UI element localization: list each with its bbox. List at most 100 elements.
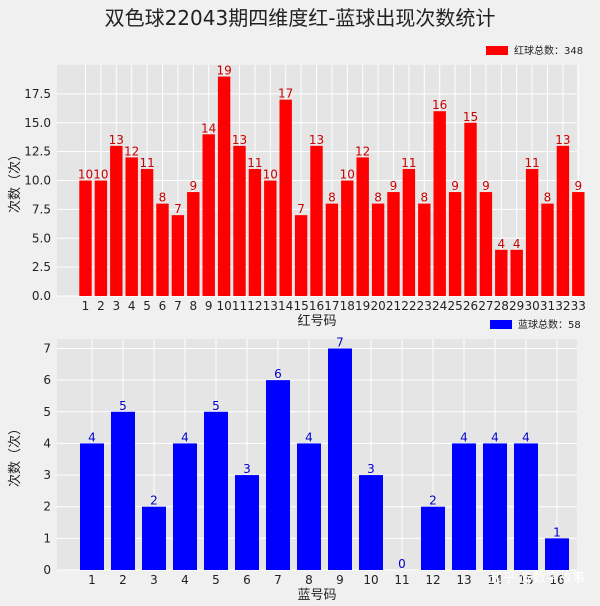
red-value-label-13: 10	[263, 168, 278, 182]
blue-bar-6	[235, 475, 259, 570]
red-x-tick-6: 6	[159, 299, 167, 313]
blue-x-tick-15: 15	[518, 573, 533, 587]
blue-bar-13	[452, 443, 476, 570]
blue-bar-5	[204, 411, 228, 570]
blue-y-tick: 7	[43, 341, 51, 355]
red-bar-14	[279, 99, 292, 297]
red-value-label-15: 7	[297, 202, 305, 216]
red-bar-26	[464, 122, 477, 296]
red-value-label-20: 8	[374, 191, 382, 205]
blue-value-label-13: 4	[460, 430, 468, 444]
red-value-label-25: 9	[451, 179, 459, 193]
red-x-tick-19: 19	[355, 299, 370, 313]
red-value-label-26: 15	[463, 110, 478, 124]
red-bar-33	[572, 192, 585, 296]
blue-x-tick-1: 1	[88, 573, 96, 587]
red-value-label-4: 12	[124, 144, 139, 158]
red-value-label-33: 9	[574, 179, 582, 193]
blue-bar-15	[514, 443, 538, 570]
blue-x-tick-11: 11	[394, 573, 409, 587]
red-x-tick-18: 18	[340, 299, 355, 313]
blue-bar-12	[421, 506, 445, 570]
red-y-axis-label: 次数（次）	[7, 148, 23, 213]
red-x-tick-11: 11	[232, 299, 247, 313]
red-y-tick: 0.0	[32, 289, 51, 303]
blue-bar-3	[142, 506, 166, 570]
watermark: 知乎 @数字故事	[490, 570, 585, 586]
red-x-tick-23: 23	[417, 299, 432, 313]
red-x-tick-33: 33	[571, 299, 586, 313]
red-value-label-1: 10	[78, 168, 93, 182]
blue-bar-16	[545, 538, 569, 570]
blue-value-label-14: 4	[491, 430, 499, 444]
red-value-label-23: 8	[420, 191, 428, 205]
red-x-tick-2: 2	[97, 299, 105, 313]
red-bar-2	[94, 180, 108, 296]
blue-x-tick-12: 12	[425, 573, 440, 587]
red-value-label-7: 7	[174, 202, 182, 216]
red-x-tick-8: 8	[189, 299, 197, 313]
red-bar-25	[448, 192, 462, 296]
red-value-label-8: 9	[189, 179, 197, 193]
red-x-tick-4: 4	[128, 299, 136, 313]
blue-x-tick-4: 4	[181, 573, 189, 587]
blue-value-label-11: 0	[398, 557, 406, 571]
blue-bar-1	[80, 443, 104, 570]
red-bar-21	[387, 192, 400, 296]
blue-bar-8	[297, 443, 321, 570]
red-value-label-32: 13	[555, 133, 570, 147]
red-y-tick: 7.5	[32, 202, 51, 216]
blue-x-tick-2: 2	[119, 573, 127, 587]
red-bar-7	[171, 215, 185, 296]
red-x-tick-14: 14	[278, 299, 293, 313]
blue-x-tick-10: 10	[363, 573, 378, 587]
red-bar-18	[341, 180, 354, 296]
red-value-label-14: 17	[278, 87, 293, 101]
red-x-tick-24: 24	[432, 299, 447, 313]
red-bar-10	[217, 76, 231, 296]
red-value-label-11: 13	[232, 133, 247, 147]
red-value-label-6: 8	[159, 191, 167, 205]
blue-value-label-7: 6	[274, 367, 282, 381]
blue-x-tick-7: 7	[274, 573, 282, 587]
red-value-label-9: 14	[201, 121, 216, 135]
red-bar-20	[371, 203, 385, 296]
red-x-tick-12: 12	[247, 299, 262, 313]
blue-legend-label: 蓝球总数：58	[518, 318, 581, 331]
blue-value-label-2: 5	[119, 399, 127, 413]
blue-value-label-10: 3	[367, 462, 375, 476]
red-bar-24	[433, 111, 446, 296]
red-x-tick-21: 21	[386, 299, 401, 313]
red-value-label-29: 4	[513, 237, 521, 251]
red-bar-17	[325, 203, 339, 296]
blue-y-tick: 3	[43, 468, 51, 482]
red-x-tick-31: 31	[540, 299, 555, 313]
blue-bar-9	[328, 348, 352, 570]
red-value-label-27: 9	[482, 179, 490, 193]
red-x-tick-15: 15	[293, 299, 308, 313]
red-value-label-31: 8	[544, 191, 552, 205]
blue-value-label-4: 4	[181, 430, 189, 444]
blue-y-tick: 1	[43, 531, 51, 545]
red-x-tick-16: 16	[309, 299, 324, 313]
red-bar-11	[233, 145, 246, 296]
red-value-label-2: 10	[93, 168, 108, 182]
red-value-label-17: 8	[328, 191, 336, 205]
red-bar-5	[140, 168, 154, 296]
blue-value-label-16: 1	[553, 525, 561, 539]
red-bar-22	[402, 168, 416, 296]
red-bar-27	[479, 192, 493, 296]
red-x-tick-17: 17	[324, 299, 339, 313]
blue-y-tick: 2	[43, 500, 51, 514]
red-value-label-30: 11	[524, 156, 539, 170]
red-x-tick-29: 29	[509, 299, 524, 313]
blue-value-label-3: 2	[150, 494, 158, 508]
blue-x-tick-9: 9	[336, 573, 344, 587]
red-bar-28	[495, 249, 508, 296]
red-x-tick-27: 27	[478, 299, 493, 313]
red-value-label-16: 13	[309, 133, 324, 147]
blue-ball-chart: 0123456741522344553667487931001121241341…	[7, 318, 581, 603]
red-y-tick: 10.0	[24, 174, 51, 188]
red-y-tick: 15.0	[24, 116, 51, 130]
